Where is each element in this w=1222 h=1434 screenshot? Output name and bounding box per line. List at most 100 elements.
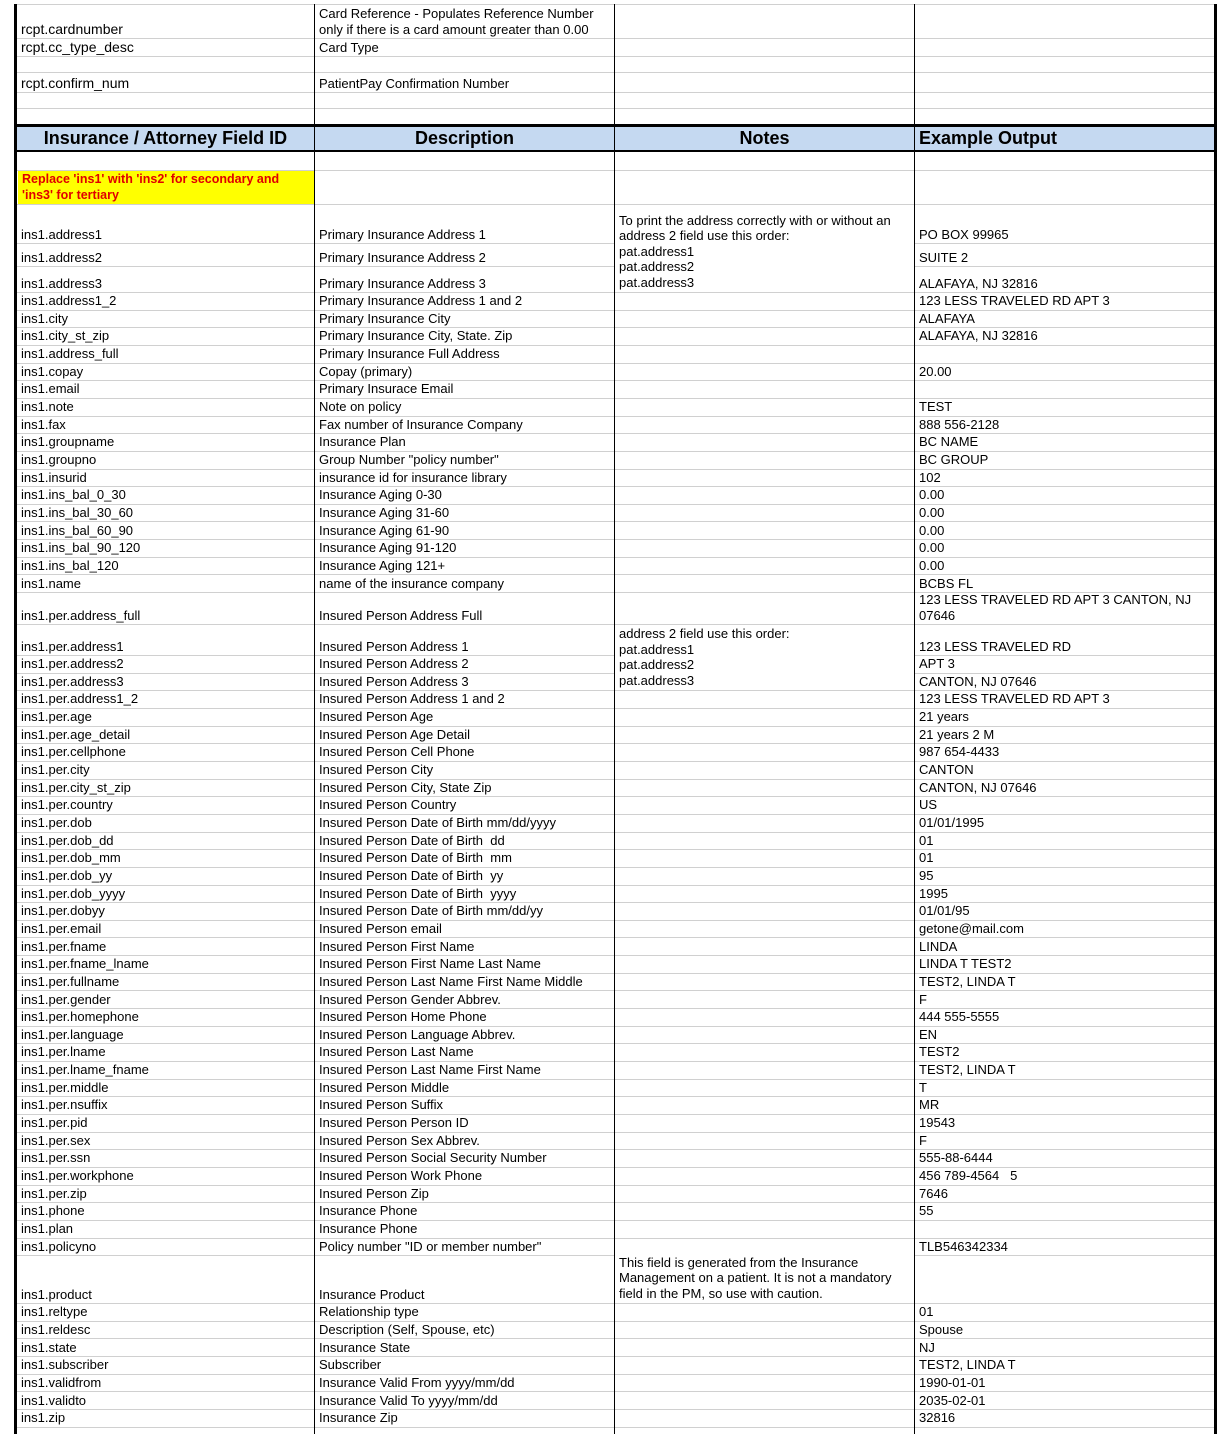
example-output: CANTON, NJ 07646: [919, 673, 1037, 689]
description: Insured Person Age Detail: [319, 726, 471, 742]
row-line: [16, 972, 1214, 974]
table-border: [14, 4, 17, 1434]
example-output: 102: [919, 469, 941, 485]
description: Insured Person Address 1: [319, 638, 469, 654]
row-line: [16, 919, 1214, 921]
description: Primary Insurance City: [319, 310, 451, 326]
description: Insured Person Address 1 and 2: [319, 691, 505, 707]
example-output: 19543: [919, 1115, 956, 1131]
row-line: [16, 1131, 1214, 1133]
row-line: [16, 902, 1214, 904]
field-id: ins1.validfrom: [21, 1374, 102, 1390]
description: Insured Person Last Name: [319, 1044, 474, 1060]
row-line: [16, 1113, 1214, 1115]
field-id: ins1.city_st_zip: [21, 328, 110, 344]
column-line: [314, 4, 315, 1434]
field-id: ins1.per.homephone: [21, 1009, 139, 1025]
example-output: TEST2, LINDA T: [919, 1357, 1016, 1373]
description: Primary Insurance Address 3: [319, 275, 486, 291]
field-id: ins1.validto: [21, 1392, 87, 1408]
example-output: MR: [919, 1097, 940, 1113]
example-output: TEST2, LINDA T: [919, 1062, 1016, 1078]
description: Insured Person Date of Birth mm/dd/yy: [319, 903, 543, 919]
row-line: [16, 624, 1214, 626]
field-id: ins1.per.ssn: [21, 1150, 91, 1166]
field-id: ins1.ins_bal_60_90: [21, 522, 134, 538]
description: Insured Person City: [319, 762, 434, 778]
row-line: [16, 1078, 1214, 1080]
row-line: [16, 556, 1214, 558]
row-line: [16, 4, 1214, 5]
example-output: T: [919, 1079, 927, 1095]
row-line: [16, 56, 1214, 57]
field-id: ins1.per.address1: [21, 638, 124, 654]
description: Insured Person Date of Birth yy: [319, 867, 504, 883]
row-line: [16, 1184, 1214, 1186]
row-line: [16, 1043, 1214, 1045]
example-output: 555-88-6444: [919, 1150, 993, 1166]
example-output: 01: [919, 1304, 934, 1320]
field-id: ins1.address1_2: [21, 293, 117, 309]
example-output: 0.00: [919, 557, 945, 573]
description: Insurance Phone: [319, 1220, 418, 1236]
field-id: ins1.fax: [21, 416, 66, 432]
row-line: [16, 92, 1214, 93]
description: Insurance Aging 31-60: [319, 504, 450, 520]
field-id: ins1.address2: [21, 249, 102, 265]
row-line: [16, 1166, 1214, 1168]
field-id: ins1.copay: [21, 363, 84, 379]
field-id: ins1.ins_bal_90_120: [21, 540, 141, 556]
description: Insured Person First Name Last Name: [319, 956, 541, 972]
notes: This field is generated from the Insuran…: [615, 1255, 914, 1303]
example-output: LINDA T TEST2: [919, 956, 1012, 972]
description: Insured Person Address 2: [319, 656, 469, 672]
field-id: ins1.per.dob_yyyy: [21, 885, 126, 901]
example-output: ALAFAYA, NJ 32816: [919, 328, 1038, 344]
row-line: [16, 1025, 1214, 1027]
row-line: [16, 849, 1214, 851]
row-line: [16, 1409, 1214, 1411]
description: Note on policy: [319, 399, 402, 415]
description: Insurance Plan: [319, 434, 406, 450]
row-line: [16, 955, 1214, 957]
field-id: ins1.per.workphone: [21, 1168, 134, 1184]
row-line: [16, 743, 1214, 745]
field-id: ins1.per.lname: [21, 1044, 106, 1060]
row-line: [16, 866, 1214, 868]
field-id: ins1.per.zip: [21, 1185, 87, 1201]
example-output: 01/01/95: [919, 903, 970, 919]
row-line: [16, 124, 1214, 127]
column-line: [614, 4, 615, 1434]
description: Insurance Valid To yyyy/mm/dd: [319, 1392, 498, 1408]
row-line: [16, 486, 1214, 488]
row-line: [16, 539, 1214, 541]
field-id: rcpt.confirm_num: [21, 74, 130, 91]
example-output: 7646: [919, 1185, 948, 1201]
example-output: LINDA: [919, 938, 958, 954]
example-output: F: [919, 991, 927, 1007]
column-header: Description: [315, 127, 614, 151]
row-line: [16, 778, 1214, 780]
field-id: ins1.per.fname: [21, 938, 107, 954]
example-output: NJ: [919, 1339, 935, 1355]
table-border: [1214, 4, 1217, 1434]
description: Fax number of Insurance Company: [319, 416, 523, 432]
example-output: 20.00: [919, 363, 952, 379]
example-output: 0.00: [919, 504, 945, 520]
description: Insurance Product: [319, 1286, 425, 1302]
note-banner: Replace 'ins1' with 'ins2' for secondary…: [18, 171, 314, 204]
example-output: 01: [919, 850, 934, 866]
example-output: CANTON, NJ 07646: [919, 779, 1037, 795]
example-output: 987 654-4433: [919, 744, 1000, 760]
row-line: [16, 38, 1214, 39]
row-line: [16, 1320, 1214, 1322]
description: Description (Self, Spouse, etc): [319, 1321, 495, 1337]
field-id: ins1.name: [21, 575, 81, 591]
field-id: ins1.per.middle: [21, 1079, 109, 1095]
example-output: ALAFAYA, NJ 32816: [919, 275, 1038, 291]
example-output: 0.00: [919, 487, 945, 503]
description: Insured Person Person ID: [319, 1115, 469, 1131]
description: Insured Person Date of Birth yyyy: [319, 885, 517, 901]
field-id: ins1.per.fname_lname: [21, 956, 149, 972]
